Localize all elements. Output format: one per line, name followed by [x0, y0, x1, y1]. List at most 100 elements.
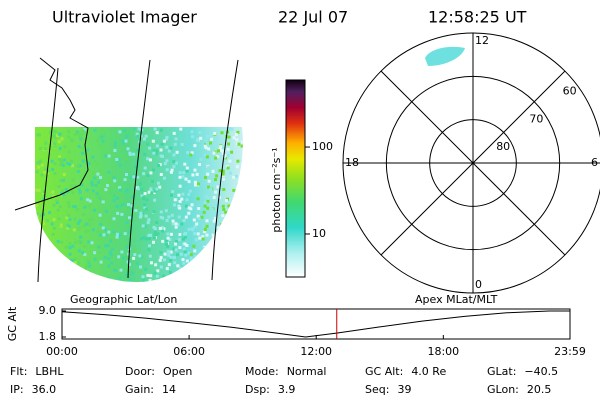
noise-pixel — [127, 203, 130, 206]
noise-pixel — [68, 163, 72, 166]
noise-pixel — [193, 255, 197, 259]
noise-pixel — [216, 250, 220, 254]
noise-pixel — [163, 277, 167, 281]
noise-pixel — [135, 132, 139, 136]
noise-pixel — [53, 162, 57, 166]
noise-pixel — [189, 252, 193, 256]
field-label: Flt: — [10, 365, 27, 378]
noise-pixel — [125, 273, 128, 277]
noise-pixel — [185, 198, 189, 202]
noise-pixel — [148, 254, 152, 258]
noise-pixel — [88, 222, 92, 226]
noise-pixel — [169, 250, 173, 254]
noise-pixel — [197, 216, 201, 220]
noise-pixel — [141, 224, 145, 228]
y-tick-label: 9.0 — [39, 304, 57, 317]
noise-pixel — [137, 127, 141, 131]
noise-pixel — [67, 150, 71, 154]
noise-pixel — [78, 190, 82, 194]
footer: Flt: LBHL Door: Open Mode: Normal GC Alt: 4.0 R… — [10, 365, 558, 396]
noise-pixel — [195, 172, 199, 176]
noise-pixel — [214, 156, 218, 160]
time: 12:58:25 UT — [428, 8, 527, 27]
noise-pixel — [215, 269, 219, 273]
noise-pixel — [143, 225, 147, 229]
noise-pixel — [76, 208, 79, 212]
noise-pixel — [174, 248, 178, 252]
noise-pixel — [184, 253, 188, 257]
noise-pixel — [207, 179, 211, 183]
noise-pixel — [64, 245, 68, 249]
noise-pixel — [39, 214, 43, 218]
noise-pixel — [76, 164, 80, 168]
noise-pixel — [48, 211, 52, 214]
noise-pixel — [193, 249, 197, 253]
noise-pixel — [192, 218, 196, 222]
noise-pixel — [167, 215, 171, 219]
noise-pixel — [147, 190, 151, 194]
field-label: Door: — [125, 365, 155, 378]
noise-pixel — [164, 239, 168, 243]
noise-pixel — [50, 247, 54, 251]
noise-pixel — [173, 261, 177, 265]
noise-pixel — [80, 146, 84, 150]
noise-pixel — [167, 263, 171, 267]
noise-pixel — [44, 256, 48, 260]
noise-pixel — [124, 135, 128, 139]
noise-pixel — [219, 276, 223, 280]
noise-pixel — [190, 276, 193, 279]
noise-pixel — [182, 261, 186, 265]
noise-pixel — [162, 139, 166, 143]
noise-pixel — [241, 196, 243, 200]
noise-pixel — [73, 205, 77, 209]
noise-pixel — [176, 253, 179, 257]
noise-pixel — [214, 210, 217, 214]
noise-pixel — [147, 218, 151, 222]
noise-pixel — [107, 170, 111, 174]
noise-pixel — [173, 203, 176, 207]
noise-pixel — [209, 133, 213, 137]
meridian — [211, 59, 239, 281]
noise-pixel — [57, 184, 61, 188]
noise-pixel — [240, 175, 243, 178]
field-value: 14 — [162, 383, 176, 396]
noise-pixel — [205, 224, 209, 228]
noise-pixel — [66, 161, 70, 165]
noise-pixel — [206, 199, 210, 203]
noise-pixel — [65, 268, 69, 272]
noise-pixel — [67, 204, 71, 208]
noise-pixel — [70, 159, 74, 163]
noise-pixel — [219, 145, 223, 149]
noise-pixel — [178, 233, 182, 236]
noise-pixel — [85, 276, 89, 280]
noise-pixel — [233, 241, 237, 245]
noise-pixel — [97, 180, 101, 184]
noise-pixel — [42, 213, 46, 216]
noise-pixel — [85, 264, 88, 268]
noise-pixel — [71, 259, 75, 263]
noise-pixel — [120, 250, 124, 254]
noise-pixel — [126, 147, 130, 151]
noise-pixel — [237, 238, 240, 241]
noise-pixel — [143, 205, 147, 209]
noise-pixel — [42, 197, 46, 201]
noise-pixel — [130, 271, 134, 275]
noise-pixel — [198, 130, 202, 134]
colorbar-ticks: 10 100 — [305, 140, 333, 240]
noise-pixel — [61, 163, 65, 167]
noise-pixel — [203, 144, 207, 148]
noise-pixel — [156, 181, 160, 185]
noise-pixel — [110, 195, 114, 198]
noise-pixel — [241, 253, 243, 257]
noise-pixel — [87, 240, 91, 244]
noise-pixel — [63, 158, 67, 162]
noise-pixel — [178, 171, 182, 175]
noise-pixel — [144, 134, 148, 138]
noise-pixel — [142, 172, 146, 176]
noise-pixel — [155, 187, 159, 191]
noise-pixel — [118, 233, 122, 237]
noise-pixel — [128, 278, 132, 282]
noise-pixel — [88, 204, 92, 208]
noise-pixel — [91, 189, 95, 193]
noise-pixel — [202, 210, 206, 214]
